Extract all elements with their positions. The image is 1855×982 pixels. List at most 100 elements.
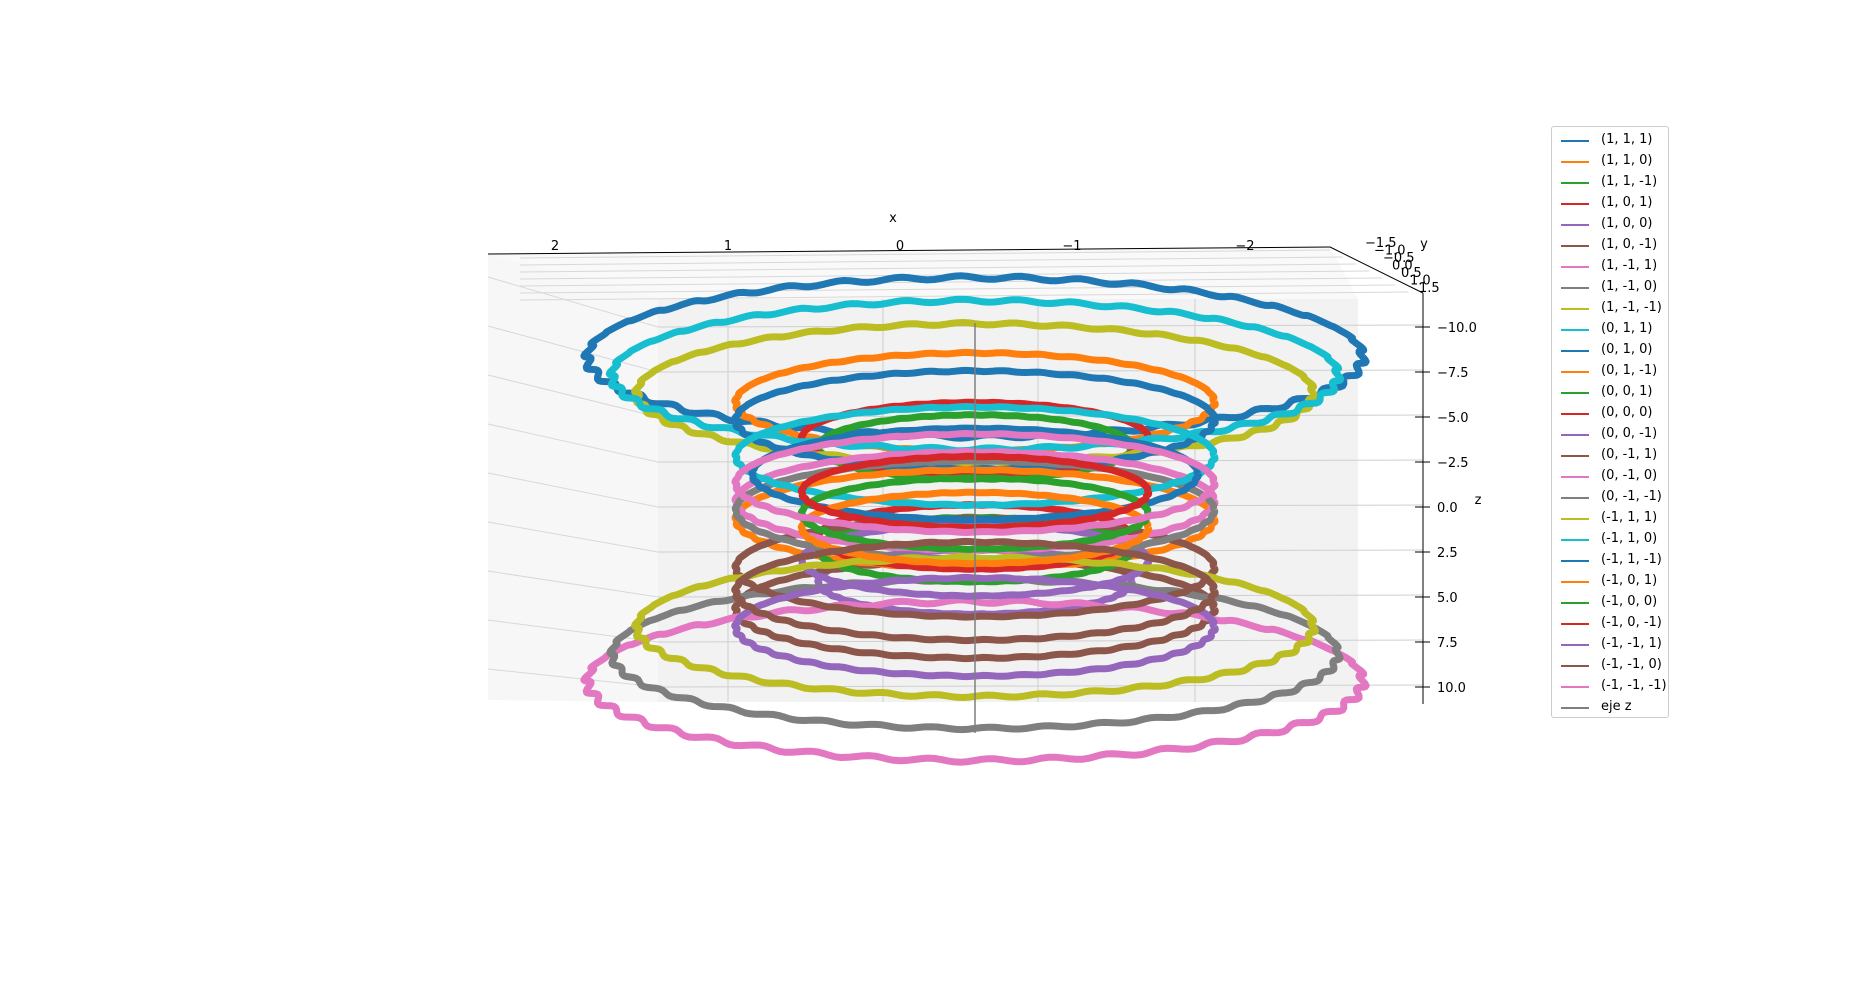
legend-swatch — [1561, 224, 1589, 226]
legend-swatch — [1561, 140, 1589, 142]
x-tick-label: −1 — [1062, 239, 1081, 254]
legend-label: (-1, 1, 0) — [1601, 531, 1658, 546]
legend-label: (0, 1, 1) — [1601, 321, 1653, 336]
legend-item: (0, 1, 0) — [1561, 340, 1669, 361]
series-19 — [731, 403, 1219, 509]
grid-line-z-left — [487, 325, 659, 373]
z-tick-label: 2.5 — [1437, 546, 1458, 561]
legend-label: (0, -1, 0) — [1601, 468, 1658, 483]
axes — [487, 246, 1424, 704]
x-tick-label: −2 — [1235, 239, 1254, 254]
legend-swatch — [1561, 665, 1589, 667]
legend-item: (0, 0, -1) — [1561, 424, 1669, 445]
legend-item: (-1, 0, 1) — [1561, 571, 1669, 592]
legend-label: (1, -1, -1) — [1601, 300, 1662, 315]
legend-swatch — [1561, 560, 1589, 562]
y-tick-label: 1.0 — [1410, 274, 1431, 289]
legend-label: (1, 1, -1) — [1601, 174, 1658, 189]
legend-swatch — [1561, 350, 1589, 352]
legend-item: (-1, 1, 0) — [1561, 529, 1669, 550]
legend-swatch — [1561, 707, 1589, 709]
legend-swatch — [1561, 203, 1589, 205]
y-axis-label: y — [1420, 237, 1428, 252]
legend-swatch — [1561, 329, 1589, 331]
legend-label: (-1, 1, -1) — [1601, 552, 1662, 567]
y-tick-label: 0.0 — [1392, 259, 1413, 274]
legend-swatch — [1561, 161, 1589, 163]
legend-label: (0, -1, 1) — [1601, 447, 1658, 462]
legend-item: (-1, -1, 0) — [1561, 655, 1669, 676]
z-axis-label: z — [1475, 493, 1482, 508]
z-tick-label: 7.5 — [1437, 636, 1458, 651]
z-tick-label: 10.0 — [1437, 681, 1466, 696]
legend-label: (-1, 0, -1) — [1601, 615, 1662, 630]
legend-swatch — [1561, 182, 1589, 184]
series-26 — [731, 430, 1219, 536]
grid-line-y — [519, 256, 1344, 266]
legend-swatch — [1561, 371, 1589, 373]
z-tick-label: 5.0 — [1437, 591, 1458, 606]
z-tick-label: 0.0 — [1437, 501, 1458, 516]
z-tick-label: −5.0 — [1437, 411, 1469, 426]
legend-swatch — [1561, 602, 1589, 604]
series-6 — [580, 596, 1370, 766]
y-tick-label: 0.5 — [1401, 266, 1422, 281]
y-tick-label: −1.5 — [1365, 236, 1397, 251]
legend-item: (1, 0, -1) — [1561, 235, 1669, 256]
legend-item: (-1, 1, 1) — [1561, 508, 1669, 529]
series-group — [580, 272, 1370, 766]
legend-swatch — [1561, 581, 1589, 583]
legend-label: (-1, -1, -1) — [1601, 678, 1667, 693]
legend-item: (1, -1, 0) — [1561, 277, 1669, 298]
legend-item: (0, 1, -1) — [1561, 361, 1669, 382]
grid-line-y — [519, 277, 1383, 287]
grid-line-z-left — [487, 619, 659, 643]
legend-label: (-1, -1, 1) — [1601, 636, 1662, 651]
legend-label: (1, -1, 1) — [1601, 258, 1658, 273]
series-25 — [731, 537, 1219, 645]
y-axis-line — [1329, 246, 1424, 294]
legend-swatch — [1561, 644, 1589, 646]
tick-labels: 2 1 0 −1 −2 −1.5−1.0−0.50.00.51.01.5−10.0−7.5… — [551, 236, 1477, 696]
grid-line-z-left — [487, 472, 659, 508]
legend-item: (-1, -1, 1) — [1561, 634, 1669, 655]
series-21 — [797, 488, 1153, 568]
legend-label: (-1, 0, 1) — [1601, 573, 1658, 588]
legend: (1, 1, 1) (1, 1, 0) (1, 1, -1) (1, 0, 1) (1,… — [1551, 126, 1669, 718]
legend-item: (-1, 0, 0) — [1561, 592, 1669, 613]
y-tick-label: −0.5 — [1383, 251, 1415, 266]
x-tick-label: 0 — [896, 239, 904, 254]
legend-item: (1, 1, 1) — [1561, 130, 1669, 151]
legend-swatch — [1561, 245, 1589, 247]
x-tick-label: 1 — [724, 239, 732, 254]
legend-swatch — [1561, 266, 1589, 268]
series-7 — [606, 574, 1344, 734]
y-tick-label: 1.5 — [1419, 281, 1440, 296]
grid-line-z-left — [487, 423, 659, 463]
legend-item: eje z — [1561, 697, 1669, 718]
series-20 — [748, 424, 1202, 524]
z-tick-label: −2.5 — [1437, 456, 1469, 471]
legend-label: (0, 0, 1) — [1601, 384, 1653, 399]
legend-item: (-1, 1, -1) — [1561, 550, 1669, 571]
legend-label: (0, 0, 0) — [1601, 405, 1653, 420]
legend-label: (0, 0, -1) — [1601, 426, 1658, 441]
legend-label: (0, -1, -1) — [1601, 489, 1662, 504]
legend-label: (0, 1, -1) — [1601, 363, 1658, 378]
series-24 — [731, 573, 1219, 681]
series-23 — [797, 452, 1153, 532]
x-axis-line — [487, 246, 1331, 255]
legend-swatch — [1561, 623, 1589, 625]
y-tick-label: −1.0 — [1374, 244, 1406, 259]
legend-item: (1, 0, 1) — [1561, 193, 1669, 214]
legend-item: (1, -1, 1) — [1561, 256, 1669, 277]
legend-swatch — [1561, 686, 1589, 688]
series-9 — [605, 295, 1345, 455]
legend-swatch — [1561, 476, 1589, 478]
legend-item: (0, 1, 1) — [1561, 319, 1669, 340]
legend-swatch — [1561, 287, 1589, 289]
legend-label: (0, 1, 0) — [1601, 342, 1653, 357]
legend-swatch — [1561, 434, 1589, 436]
x-axis-label: x — [889, 211, 897, 226]
